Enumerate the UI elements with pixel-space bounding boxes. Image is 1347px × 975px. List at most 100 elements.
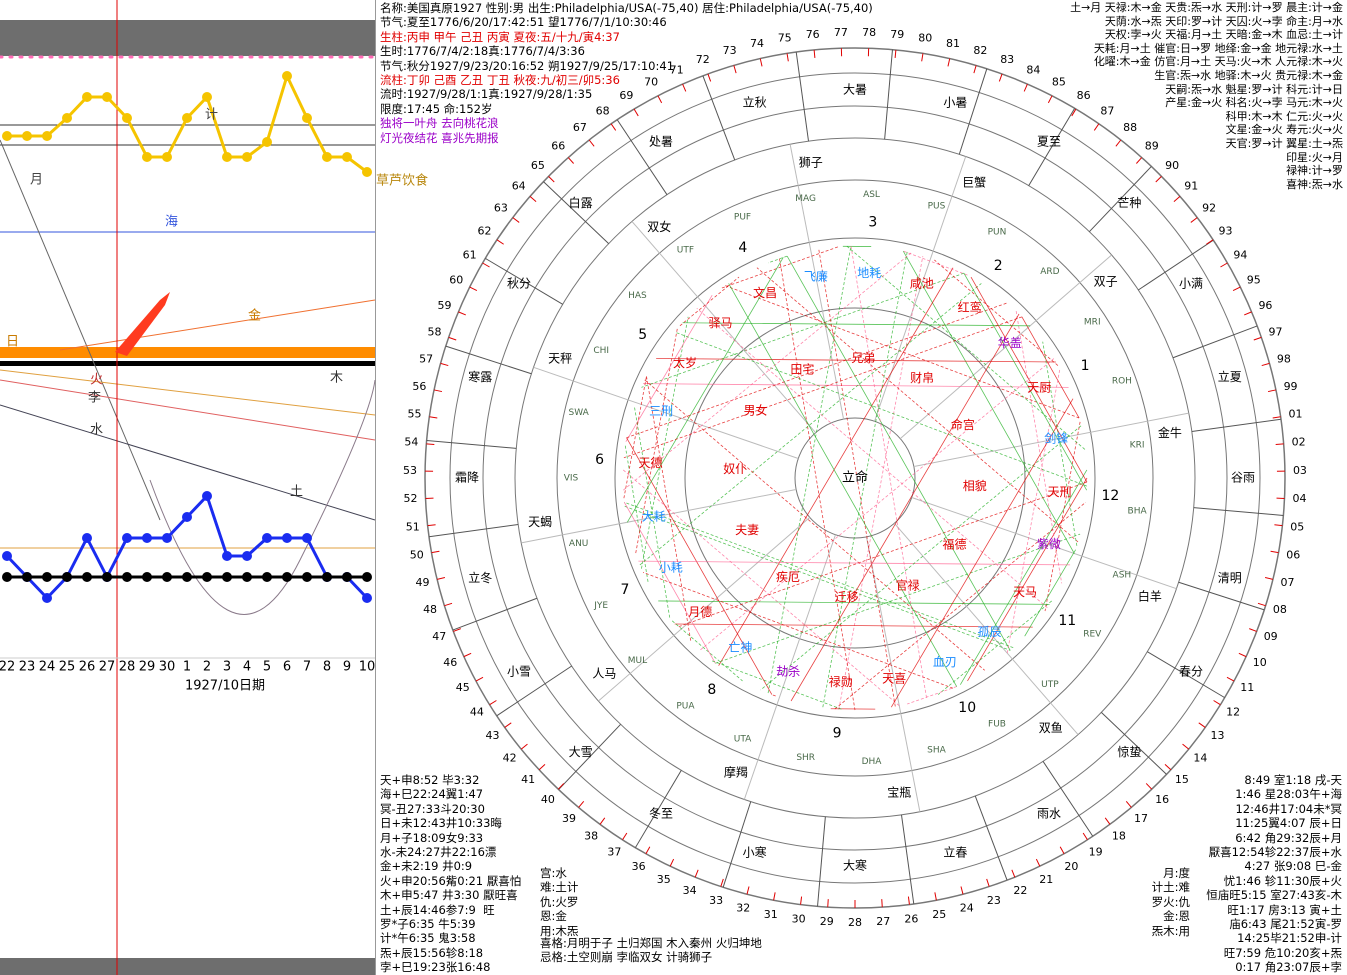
degree-label: 67 (573, 121, 587, 134)
mansion-divider (702, 75, 736, 161)
star: 飞廉 (804, 268, 828, 283)
mansion-divider (817, 816, 826, 907)
house-divider (743, 534, 836, 800)
aspect-line (818, 248, 896, 707)
point (302, 572, 312, 582)
degree-label: 97 (1269, 325, 1283, 338)
star: 三刑 (649, 404, 673, 418)
center-label: 立命 (842, 470, 868, 486)
mansion-divider (1193, 507, 1284, 516)
header-line: 名称:美国真原1927 性别:男 出生:Philadelphia/USA(-75… (380, 1, 873, 15)
degree-tick (469, 286, 478, 292)
aspect-line (679, 276, 740, 327)
aspect-line (656, 358, 1056, 363)
x-tick-label: 23 (19, 660, 36, 675)
solar-term: 立夏 (1218, 369, 1242, 384)
ring (556, 179, 1154, 777)
degree-tick (496, 239, 504, 245)
degree-label: 73 (723, 44, 737, 57)
table-line: 土→月 天禄:木→金 天贵:炁→水 天刑:计→罗 晨主:计→金 (1070, 1, 1343, 14)
solar-term: 立秋 (743, 95, 767, 110)
aspect-line (626, 257, 784, 523)
star: 天刑 (1047, 485, 1071, 499)
nakshatra: UTF (677, 246, 694, 256)
degree-label: 65 (531, 159, 545, 172)
planet-list: 天+申8:52 毕3:32 海+巳22:24翼1:47 冥-丑27:33斗20:30… (380, 773, 521, 975)
aspect-line (728, 283, 958, 687)
degree-tick (1220, 262, 1228, 268)
degree-tick (813, 49, 816, 58)
info-line: 恩:金 (540, 909, 567, 924)
degree-label: 04 (1292, 492, 1306, 505)
house-number: 6 (595, 452, 604, 468)
info-line: 罗火:仇 (1151, 894, 1190, 909)
point (242, 551, 252, 561)
degree-label: 60 (449, 273, 463, 286)
annotation: 草芦饮食 (376, 173, 428, 189)
degree-label: 10 (1253, 656, 1267, 669)
degree-tick (622, 832, 628, 841)
curve (59, 299, 376, 351)
degree-tick (529, 196, 537, 203)
mansion-divider (445, 345, 532, 375)
aspect-line (718, 267, 954, 666)
degree-tick (1115, 139, 1122, 147)
degree-tick (610, 123, 617, 131)
aspect-line (963, 272, 1088, 491)
star: 天喜 (882, 672, 906, 686)
wheel-chart: 2829303132333435363738394041424344454647… (403, 26, 1307, 929)
degree-label: 77 (834, 26, 848, 39)
solar-term: 冬至 (649, 806, 673, 821)
info-line: 14:25毕21:52申-计 (1237, 931, 1342, 946)
house-divider (893, 522, 1079, 735)
degree-label: 54 (404, 436, 418, 449)
degree-tick (1047, 95, 1053, 104)
aspect-line (1015, 311, 1063, 584)
degree-label: 25 (932, 908, 946, 921)
degree-tick (1206, 239, 1214, 245)
x-tick-label: 26 (79, 660, 96, 675)
point (242, 152, 252, 162)
nakshatra: MRI (1084, 317, 1101, 327)
info-line: 旺7:59 危10:20亥+炁 (1223, 945, 1342, 960)
degree-tick (657, 95, 663, 104)
aspect-line (623, 316, 1023, 459)
aspect-line (624, 501, 1014, 649)
x-tick-label: 7 (303, 660, 311, 675)
point (182, 512, 192, 522)
curve (0, 369, 376, 416)
star: 月德 (688, 604, 712, 619)
point (2, 551, 12, 561)
annotation: 木 (330, 371, 343, 386)
degree-label: 59 (438, 299, 452, 312)
nakshatra: PUN (988, 228, 1007, 238)
degree-label: 58 (427, 325, 441, 338)
degree-label: 72 (696, 53, 710, 66)
degree-label: 63 (494, 202, 508, 215)
star: 禄勋 (829, 674, 853, 689)
degree-label: 17 (1134, 812, 1148, 825)
aspect-line (623, 252, 912, 491)
nakshatra: FUB (988, 719, 1006, 729)
annotation: 日 (6, 335, 19, 350)
degree-tick (921, 53, 924, 62)
star: 紫微 (1037, 537, 1061, 551)
degree-label: 19 (1089, 845, 1103, 858)
degree-tick (1011, 869, 1016, 878)
aspect-line (699, 358, 1055, 651)
degree-tick (463, 652, 472, 658)
point (202, 92, 212, 102)
nakshatra: ROH (1112, 376, 1132, 386)
degree-label: 42 (503, 752, 517, 765)
house-number: 12 (1101, 488, 1119, 504)
degree-label: 71 (670, 63, 684, 76)
house-divider (631, 221, 817, 434)
black-band (0, 361, 375, 366)
degree-label: 66 (551, 139, 565, 152)
degree-label: 88 (1123, 121, 1137, 134)
degree-tick (426, 443, 435, 446)
degree-label: 29 (820, 915, 834, 928)
mansion-divider (958, 68, 988, 155)
palace: 疾厄 (776, 569, 800, 584)
